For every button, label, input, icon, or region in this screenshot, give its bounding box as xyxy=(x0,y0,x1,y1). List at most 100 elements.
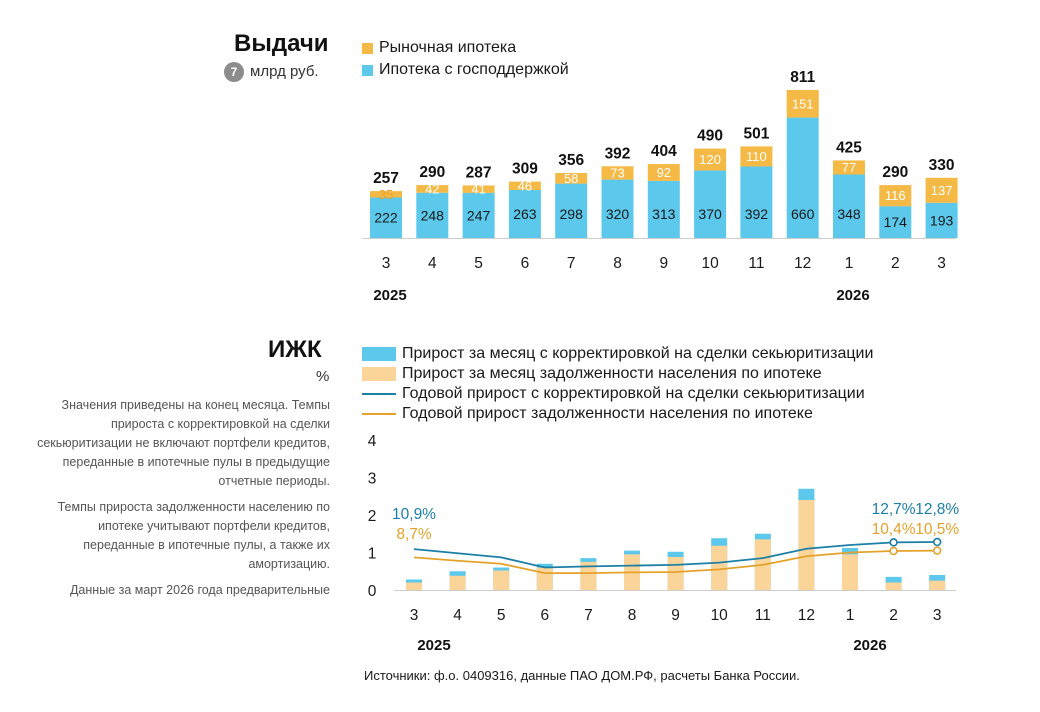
bar-monthly-debt xyxy=(449,575,466,590)
bar-market xyxy=(740,146,773,167)
bar-market xyxy=(833,160,865,175)
bottom-x-tick-label: 11 xyxy=(755,607,771,624)
top-x-tick-label: 11 xyxy=(748,255,764,272)
note-2: Темпы прироста задолженности населению п… xyxy=(57,500,330,571)
bar-monthly-debt xyxy=(580,561,597,590)
bar-label-state: 248 xyxy=(421,207,445,223)
legend-item-yearly-debt: Годовой прирост задолженности населения … xyxy=(362,404,873,424)
legend-item-monthly-adjusted: Прирост за месяц с корректировкой на сде… xyxy=(362,344,873,364)
bar-label-market: 42 xyxy=(425,181,439,196)
bar-label-market: 73 xyxy=(610,165,624,180)
top-x-tick-label: 12 xyxy=(794,255,811,272)
bar-label-state: 247 xyxy=(467,207,491,223)
bar-label-market: 46 xyxy=(518,178,532,193)
top-chart-legend: Рыночная ипотека Ипотека с господдержкой xyxy=(362,38,569,80)
bottom-x-tick-label: 8 xyxy=(628,607,637,624)
bar-monthly-debt xyxy=(711,545,728,590)
legend-label-state: Ипотека с господдержкой xyxy=(379,61,569,78)
bar-total-label: 425 xyxy=(836,139,862,156)
bottom-chart-legend: Прирост за месяц с корректировкой на сде… xyxy=(362,344,873,424)
bottom-y-tick-label: 2 xyxy=(368,508,377,525)
badge-icon: 7 xyxy=(224,62,244,82)
bar-market xyxy=(508,181,541,191)
bar-label-state: 298 xyxy=(560,206,584,222)
bottom-y-tick-label: 1 xyxy=(368,546,377,563)
legend-swatch-yearly-adjusted xyxy=(362,393,396,395)
bar-monthly-debt xyxy=(885,582,902,590)
bar-label-state: 193 xyxy=(930,212,954,228)
bottom-y-tick-label: 4 xyxy=(368,433,377,450)
bar-state xyxy=(879,206,912,238)
bar-total-label: 257 xyxy=(373,170,399,187)
bar-state xyxy=(925,202,958,238)
bar-monthly-debt xyxy=(406,582,422,590)
bar-state xyxy=(462,192,495,238)
bar-state xyxy=(740,166,773,238)
bar-total-label: 287 xyxy=(466,164,492,181)
bottom-x-tick-label: 1 xyxy=(846,607,855,624)
line-yearly-debt xyxy=(413,549,938,575)
bar-state xyxy=(555,183,588,238)
legend-swatch-market xyxy=(362,42,373,54)
bar-monthly-debt xyxy=(493,570,510,590)
line-value-label: 12,8% xyxy=(915,501,959,518)
bar-label-market: 77 xyxy=(842,160,856,175)
bar-label-state: 348 xyxy=(837,206,861,222)
bar-label-market: 151 xyxy=(792,96,814,111)
legend-item-yearly-adjusted: Годовой прирост с корректировкой на сдел… xyxy=(362,384,873,404)
bar-label-market: 92 xyxy=(657,165,671,180)
legend-swatch-monthly-adjusted xyxy=(362,347,396,361)
bar-monthly-debt xyxy=(929,580,946,590)
bottom-chart-title: ИЖК xyxy=(268,336,322,363)
bar-state xyxy=(786,117,819,238)
bar-market xyxy=(462,185,495,193)
top-x-tick-label: 10 xyxy=(701,255,719,272)
bar-market xyxy=(555,173,588,184)
bottom-x-tick-label: 3 xyxy=(933,607,942,624)
bar-label-market: 137 xyxy=(931,183,953,198)
bar-market xyxy=(647,164,680,181)
bottom-year-label: 2025 xyxy=(417,637,450,654)
bottom-chart-notes: Значения приведены на конец месяца. Темп… xyxy=(30,396,330,607)
bar-market xyxy=(786,90,819,118)
line-marker xyxy=(932,537,942,547)
bar-total-label: 392 xyxy=(605,145,631,162)
bar-state xyxy=(694,170,727,238)
legend-item-state: Ипотека с господдержкой xyxy=(362,60,569,80)
top-chart-unit-row: 7 млрд руб. xyxy=(224,62,319,82)
bottom-y-tick-label: 3 xyxy=(368,471,377,488)
bar-label-state: 370 xyxy=(698,206,722,222)
bar-label-state: 222 xyxy=(374,210,398,226)
bottom-x-tick-label: 7 xyxy=(584,607,593,624)
top-chart-unit: млрд руб. xyxy=(250,62,319,80)
top-x-tick-label: 8 xyxy=(613,255,622,272)
line-value-label: 10,9% xyxy=(392,506,436,523)
bottom-x-tick-label: 9 xyxy=(671,607,680,624)
legend-label-monthly-adjusted: Прирост за месяц с корректировкой на сде… xyxy=(402,345,874,362)
legend-label-monthly-debt: Прирост за месяц задолженности населения… xyxy=(402,365,822,382)
bar-label-market: 116 xyxy=(885,188,906,203)
line-value-label: 8,7% xyxy=(396,526,432,543)
bar-label-state: 320 xyxy=(606,206,630,222)
bottom-x-tick-label: 12 xyxy=(798,607,815,624)
legend-swatch-state xyxy=(362,64,373,76)
line-value-label: 10,5% xyxy=(915,521,959,538)
bottom-y-tick-label: 0 xyxy=(368,583,377,600)
bar-monthly-debt xyxy=(536,567,553,590)
top-year-label: 2026 xyxy=(836,287,869,304)
bar-state xyxy=(416,192,449,238)
line-value-label: 12,7% xyxy=(872,501,916,518)
top-x-tick-label: 6 xyxy=(521,255,530,272)
bar-monthly-debt xyxy=(667,557,684,590)
bar-market xyxy=(925,177,958,203)
bar-state xyxy=(508,190,541,238)
bar-label-state: 660 xyxy=(791,206,815,222)
legend-label-market: Рыночная ипотека xyxy=(379,39,517,56)
bar-total-label: 290 xyxy=(882,164,908,181)
bar-market xyxy=(416,185,449,193)
top-x-tick-label: 4 xyxy=(428,255,437,272)
top-x-tick-label: 1 xyxy=(845,255,854,272)
bottom-x-tick-label: 4 xyxy=(453,607,462,624)
bar-total-label: 404 xyxy=(651,143,677,160)
